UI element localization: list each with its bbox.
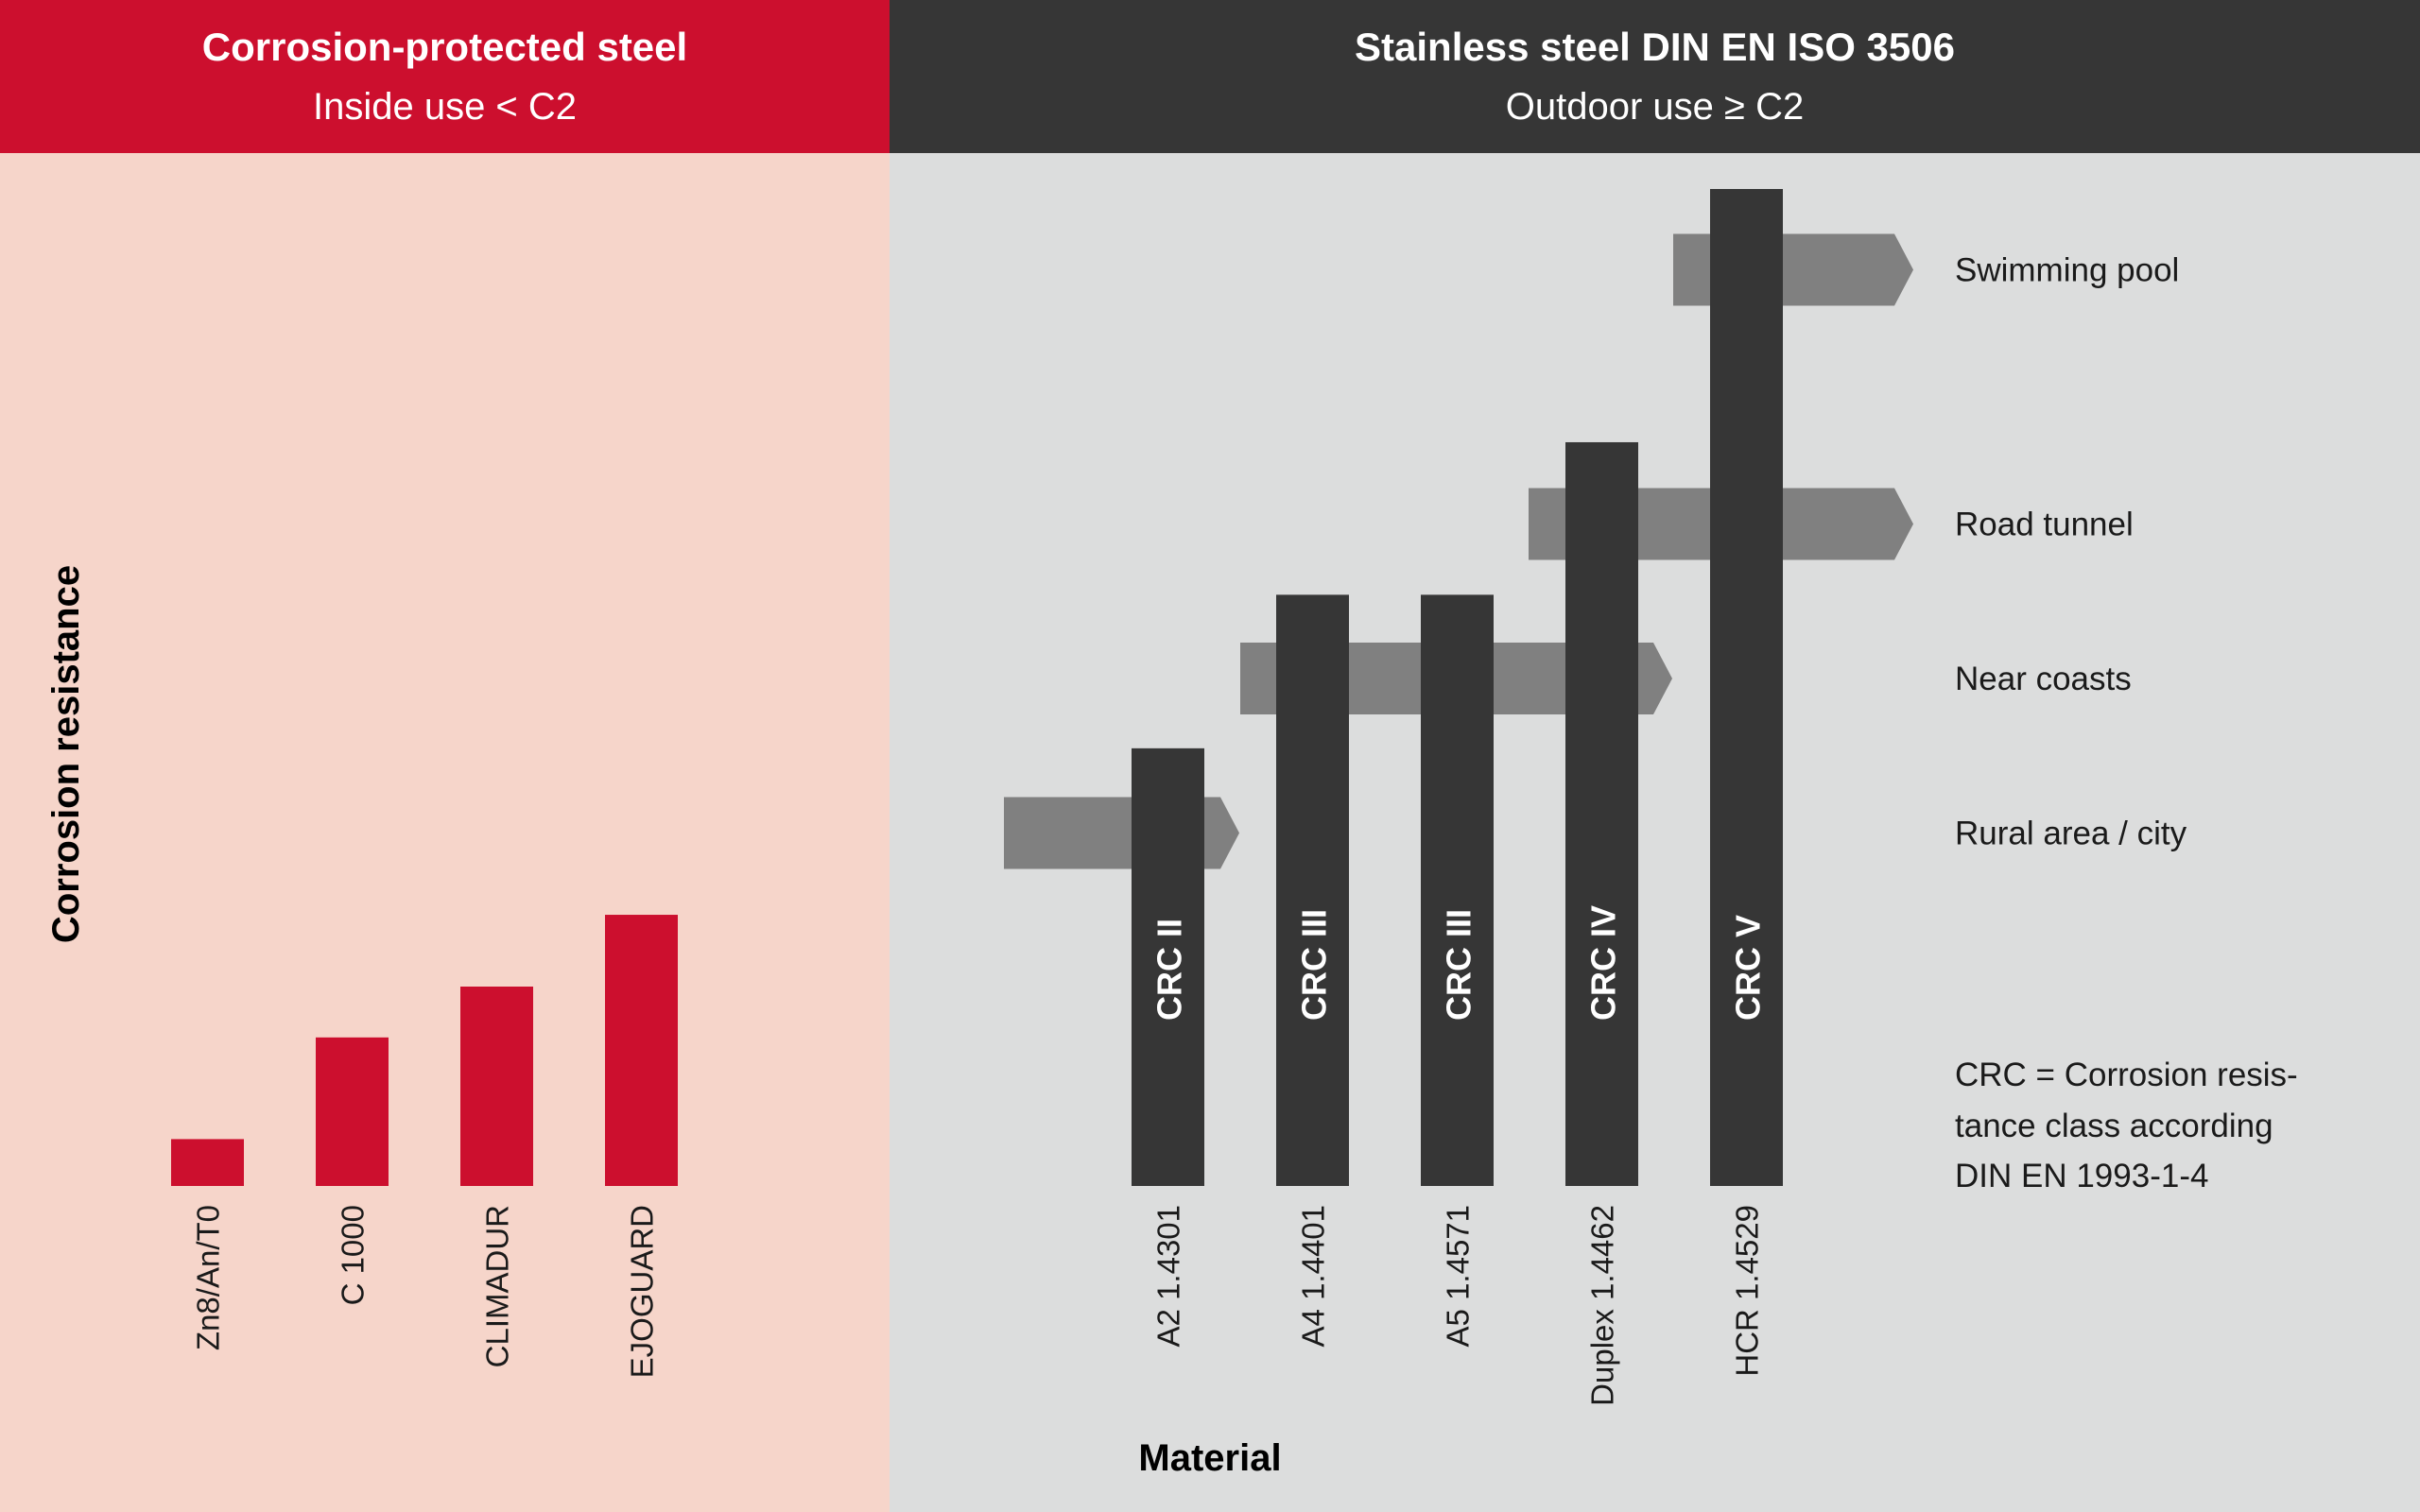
category-label-duplex-1-4462: Duplex 1.4462 [1585,1205,1620,1406]
bar-label-a5-1-4571: CRC III [1440,909,1478,1021]
bar-label-hcr-1-4529: CRC V [1729,915,1768,1021]
environment-label-rural-area-city: Rural area / city [1955,816,2187,852]
bars: Zn8/An/T0 C 1000 CLIMADUR EJOGUARD A2 1.4301… [171,189,1783,1406]
category-label-a2-1-4301: A2 1.4301 [1151,1205,1186,1347]
category-label-c-1000: C 1000 [336,1205,371,1305]
crc-note-line-3: DIN EN 1993-1-4 [1955,1158,2208,1194]
environment-label-road-tunnel: Road tunnel [1955,506,2134,542]
bar-a2-1-4301 [1132,747,1204,1186]
category-label-zn8-an-t0: Zn8/An/T0 [191,1205,226,1350]
category-label-ejoguard: EJOGUARD [625,1205,660,1378]
bar-a4-1-4401 [1276,594,1349,1186]
category-label-a5-1-4571: A5 1.4571 [1441,1205,1476,1347]
header-left-title: Corrosion-protected steel [201,25,688,69]
header-right-subtitle: Outdoor use ≥ C2 [1505,86,1805,128]
category-label-a4-1-4401: A4 1.4401 [1296,1205,1331,1347]
bar-zn8-an-t0 [171,1139,244,1186]
chart-labels: Corrosion resistance Material CRC = Corr… [45,251,2298,1479]
header-stainless-steel: Stainless steel DIN EN ISO 3506 Outdoor … [890,0,2420,153]
bar-a5-1-4571 [1421,594,1494,1186]
bar-label-duplex-1-4462: CRC IV [1584,905,1623,1021]
category-label-climadur: CLIMADUR [480,1205,515,1367]
bar-duplex-1-4462 [1565,441,1638,1187]
bar-ejoguard [605,915,678,1186]
bar-label-a2-1-4301: CRC II [1150,919,1189,1021]
category-label-hcr-1-4529: HCR 1.4529 [1730,1205,1765,1377]
environment-label-near-coasts: Near coasts [1955,661,2132,697]
header-corrosion-protected-steel: Corrosion-protected steel Inside use < C… [0,0,890,153]
crc-note-line-1: CRC = Corrosion resis- [1955,1057,2298,1093]
header-left-subtitle: Inside use < C2 [312,86,578,128]
bar-climadur [460,987,533,1186]
left-panel-background [0,0,890,1512]
bar-c-1000 [316,1037,389,1186]
environment-label-swimming-pool: Swimming pool [1955,251,2179,288]
x-axis-label: Material [1138,1437,1281,1479]
y-axis-label: Corrosion resistance [45,565,87,943]
bar-label-a4-1-4401: CRC III [1295,909,1334,1021]
bar-hcr-1-4529 [1710,189,1783,1186]
crc-note-line-2: tance class according [1955,1108,2273,1144]
arrow-swimming-pool [1673,233,1913,306]
header-right-title: Stainless steel DIN EN ISO 3506 [1355,25,1955,69]
